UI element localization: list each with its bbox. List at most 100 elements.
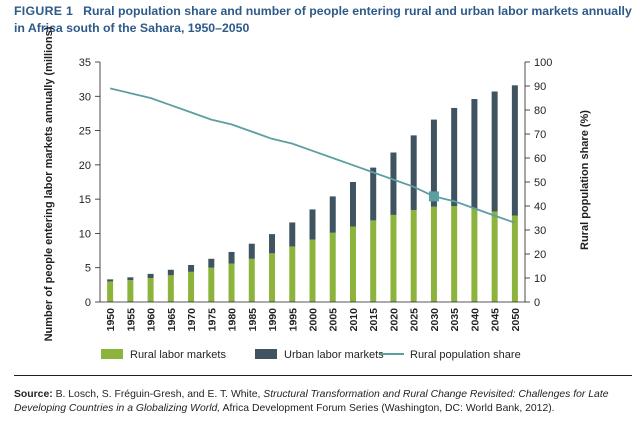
- left-tick-label: 35: [79, 57, 91, 69]
- x-tick-label: 1970: [186, 308, 198, 332]
- right-tick-label: 50: [534, 177, 546, 189]
- bar-rural-1955: [127, 280, 134, 302]
- bar-rural-2035: [451, 206, 458, 302]
- right-tick-label: 20: [534, 249, 546, 261]
- bar-urban-2010: [349, 182, 356, 227]
- right-tick-label: 30: [534, 225, 546, 237]
- x-tick-label: 2005: [328, 308, 340, 332]
- left-tick-label: 0: [85, 297, 91, 309]
- source-note: Source: B. Losch, S. Fréguin-Gresh, and …: [14, 388, 634, 416]
- source-label: Source:: [14, 389, 53, 400]
- bar-rural-1995: [289, 246, 296, 302]
- bar-rural-2020: [390, 214, 397, 302]
- legend-swatch-rural: [101, 349, 123, 359]
- x-tick-label: 2015: [368, 308, 380, 332]
- x-tick-label: 2035: [449, 308, 461, 332]
- legend-label-line: Rural population share: [410, 349, 521, 361]
- x-tick-label: 2000: [308, 308, 320, 332]
- legend-swatch-urban: [255, 349, 277, 359]
- source-publisher: Africa Development Forum Series (Washing…: [222, 403, 555, 414]
- right-tick-label: 100: [534, 57, 552, 69]
- bar-urban-1985: [248, 243, 255, 259]
- x-tick-label: 1975: [206, 308, 218, 332]
- x-tick-label: 1980: [227, 308, 239, 332]
- bar-rural-1960: [147, 278, 154, 302]
- right-tick-label: 90: [534, 81, 546, 93]
- right-tick-label: 80: [534, 105, 546, 117]
- highlight-marker: [428, 191, 439, 202]
- bar-rural-2000: [309, 239, 316, 302]
- source-authors: B. Losch, S. Fréguin-Gresh, and E. T. Wh…: [55, 389, 261, 400]
- left-tick-label: 25: [79, 126, 91, 138]
- y-axis-title: Number of people entering labor markets …: [43, 26, 55, 341]
- bars-group: [107, 85, 518, 302]
- x-tick-label: 2040: [469, 308, 481, 332]
- left-tick-label: 5: [85, 263, 91, 275]
- bar-urban-2020: [390, 152, 397, 215]
- bar-urban-2005: [329, 196, 336, 233]
- right-axis: 0 10 20 30 40 50 60 70 80 90 100: [524, 57, 552, 309]
- y2-axis-title: Rural population share (%): [579, 110, 591, 250]
- bar-rural-2015: [370, 220, 377, 302]
- legend-label-urban: Urban labor markets: [284, 349, 384, 361]
- bar-urban-1955: [127, 277, 134, 281]
- bar-urban-1995: [289, 222, 296, 247]
- bar-urban-2035: [451, 107, 458, 206]
- right-tick-label: 70: [534, 129, 546, 141]
- x-axis: 1950 1955 1960 1965 1970 1975 1980 1985 1990 1995…: [100, 301, 525, 332]
- bar-urban-2045: [491, 91, 498, 212]
- x-tick-label: 2030: [429, 308, 441, 332]
- bar-urban-2050: [511, 85, 518, 216]
- bar-rural-1985: [248, 258, 255, 302]
- x-tick-label: 1990: [267, 308, 279, 332]
- bar-urban-1990: [269, 234, 276, 254]
- left-tick-label: 30: [79, 91, 91, 103]
- source-work: Structural Transformation and Rural Chan…: [14, 389, 609, 414]
- legend-label-rural: Rural labor markets: [130, 349, 226, 361]
- legend: Rural labor markets Urban labor markets …: [101, 349, 521, 361]
- x-tick-label: 1950: [105, 308, 117, 332]
- right-tick-label: 10: [534, 273, 546, 285]
- bar-rural-2040: [471, 208, 478, 302]
- bar-urban-1960: [147, 273, 154, 278]
- x-tick-label: 1960: [146, 308, 158, 332]
- bar-rural-2030: [430, 206, 437, 302]
- right-tick-label: 40: [534, 201, 546, 213]
- x-tick-label: 1955: [125, 308, 137, 332]
- bar-urban-1950: [107, 279, 114, 282]
- bar-urban-1975: [208, 258, 215, 268]
- bar-urban-1965: [167, 269, 174, 276]
- left-tick-label: 10: [79, 228, 91, 240]
- bar-rural-2010: [349, 226, 356, 302]
- x-tick-label: 2050: [510, 308, 522, 332]
- x-tick-label: 1965: [166, 308, 178, 332]
- chart-title: FIGURE 1 Rural population share and numbe…: [14, 3, 634, 37]
- x-tick-label: 1995: [287, 308, 299, 332]
- left-tick-label: 20: [79, 160, 91, 172]
- bar-rural-1965: [167, 275, 174, 302]
- bar-urban-2015: [370, 167, 377, 221]
- right-tick-label: 60: [534, 153, 546, 165]
- bar-urban-2030: [430, 119, 437, 207]
- bar-rural-2045: [491, 211, 498, 302]
- line-group: [109, 87, 516, 224]
- bar-urban-1980: [228, 251, 235, 264]
- bar-urban-1970: [188, 264, 195, 272]
- bar-urban-2025: [410, 135, 417, 211]
- left-tick-label: 15: [79, 194, 91, 206]
- bar-urban-2040: [471, 99, 478, 209]
- bar-rural-2025: [410, 210, 417, 302]
- x-tick-label: 2045: [490, 308, 502, 332]
- x-tick-label: 2020: [388, 308, 400, 332]
- bar-rural-1950: [107, 281, 114, 302]
- x-tick-label: 2010: [348, 308, 360, 332]
- bar-urban-2000: [309, 209, 316, 240]
- bar-rural-1975: [208, 267, 215, 302]
- bar-rural-1970: [188, 271, 195, 302]
- x-tick-label: 2025: [409, 308, 421, 332]
- bar-rural-2050: [511, 215, 518, 302]
- bar-rural-1980: [228, 263, 235, 302]
- figure-title: Rural population share and number of peo…: [14, 4, 632, 35]
- left-axis: 0 5 10 15 20 25 30 35: [79, 57, 101, 309]
